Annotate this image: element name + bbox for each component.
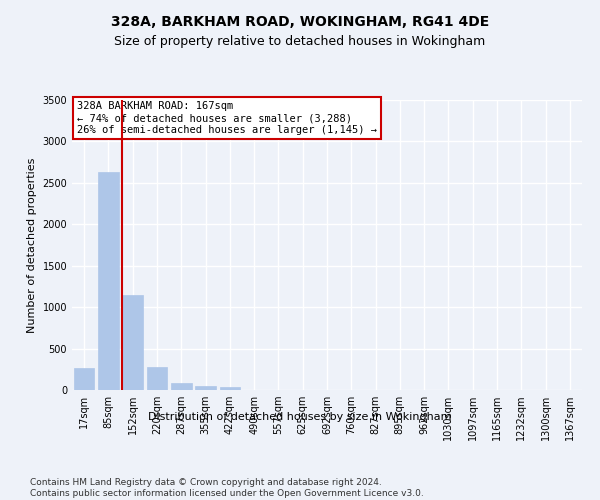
Bar: [220, 387, 240, 390]
Bar: [146, 367, 167, 390]
Bar: [98, 172, 119, 390]
Bar: [122, 294, 143, 390]
Y-axis label: Number of detached properties: Number of detached properties: [27, 158, 37, 332]
Bar: [74, 368, 94, 390]
Bar: [195, 386, 216, 390]
Bar: [171, 382, 191, 390]
Text: Contains HM Land Registry data © Crown copyright and database right 2024.
Contai: Contains HM Land Registry data © Crown c…: [30, 478, 424, 498]
Text: 328A, BARKHAM ROAD, WOKINGHAM, RG41 4DE: 328A, BARKHAM ROAD, WOKINGHAM, RG41 4DE: [111, 15, 489, 29]
Text: 328A BARKHAM ROAD: 167sqm
← 74% of detached houses are smaller (3,288)
26% of se: 328A BARKHAM ROAD: 167sqm ← 74% of detac…: [77, 102, 377, 134]
Text: Size of property relative to detached houses in Wokingham: Size of property relative to detached ho…: [115, 35, 485, 48]
Text: Distribution of detached houses by size in Wokingham: Distribution of detached houses by size …: [148, 412, 452, 422]
